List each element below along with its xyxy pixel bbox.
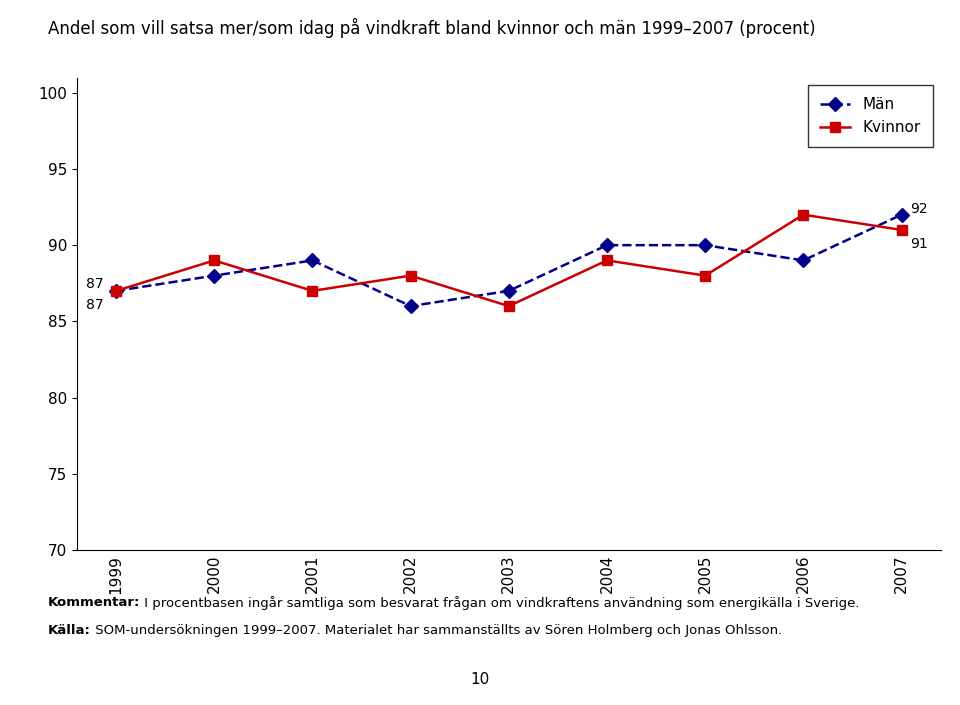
Män [798,256,809,264]
Män [896,211,907,219]
Män [110,287,122,295]
Text: I procentbasen ingår samtliga som besvarat frågan om vindkraftens användning som: I procentbasen ingår samtliga som besvar… [140,596,860,610]
Text: 10: 10 [470,673,490,687]
Män [306,256,318,264]
Kvinnor [896,226,907,234]
Text: 87: 87 [85,277,103,291]
Kvinnor [405,271,417,280]
Text: 92: 92 [910,202,927,216]
Kvinnor [700,271,711,280]
Kvinnor [306,287,318,295]
Kvinnor [110,287,122,295]
Text: Kommentar:: Kommentar: [48,596,140,608]
Män [700,241,711,250]
Line: Män: Män [111,210,906,311]
Kvinnor [208,256,220,264]
Text: Andel som vill satsa mer/som idag på vindkraft bland kvinnor och män 1999–2007 (: Andel som vill satsa mer/som idag på vin… [48,18,816,37]
Män [503,287,515,295]
Kvinnor [798,211,809,219]
Legend: Män, Kvinnor: Män, Kvinnor [807,85,933,147]
Text: 91: 91 [910,237,927,251]
Line: Kvinnor: Kvinnor [111,210,906,311]
Män [405,302,417,310]
Kvinnor [601,256,612,264]
Text: SOM-undersökningen 1999–2007. Materialet har sammanställts av Sören Holmberg och: SOM-undersökningen 1999–2007. Materialet… [91,624,782,637]
Kvinnor [503,302,515,310]
Män [208,271,220,280]
Text: Källa:: Källa: [48,624,91,637]
Män [601,241,612,250]
Text: 87: 87 [85,298,103,312]
